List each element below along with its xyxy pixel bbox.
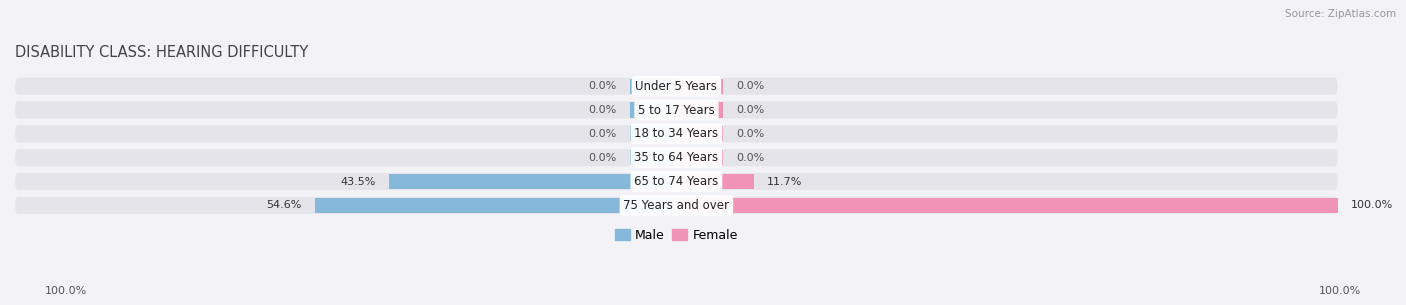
Text: 54.6%: 54.6% (267, 200, 302, 210)
Text: 0.0%: 0.0% (735, 105, 765, 115)
Bar (676, 126, 723, 142)
Text: Under 5 Years: Under 5 Years (636, 80, 717, 93)
FancyBboxPatch shape (15, 102, 1339, 119)
Bar (676, 174, 754, 189)
FancyBboxPatch shape (15, 173, 1339, 190)
Text: 65 to 74 Years: 65 to 74 Years (634, 175, 718, 188)
Bar (676, 198, 1339, 213)
Bar (388, 174, 676, 189)
Text: 100.0%: 100.0% (45, 286, 87, 296)
Text: 5 to 17 Years: 5 to 17 Years (638, 103, 714, 117)
Text: 0.0%: 0.0% (589, 129, 617, 139)
Bar (630, 79, 676, 94)
Bar (630, 150, 676, 165)
Text: 0.0%: 0.0% (589, 81, 617, 91)
Text: 35 to 64 Years: 35 to 64 Years (634, 151, 718, 164)
Text: 75 Years and over: 75 Years and over (623, 199, 730, 212)
Bar (676, 150, 723, 165)
Text: 0.0%: 0.0% (589, 153, 617, 163)
Bar (676, 102, 723, 117)
Text: 0.0%: 0.0% (735, 81, 765, 91)
Text: 100.0%: 100.0% (1319, 286, 1361, 296)
Text: 0.0%: 0.0% (589, 105, 617, 115)
FancyBboxPatch shape (15, 125, 1339, 142)
FancyBboxPatch shape (15, 149, 1339, 166)
FancyBboxPatch shape (15, 77, 1339, 95)
Text: 0.0%: 0.0% (735, 153, 765, 163)
Bar (630, 126, 676, 142)
Legend: Male, Female: Male, Female (610, 224, 742, 247)
Bar (630, 102, 676, 117)
Bar (676, 79, 723, 94)
Bar (315, 198, 676, 213)
Text: Source: ZipAtlas.com: Source: ZipAtlas.com (1285, 9, 1396, 19)
Text: 11.7%: 11.7% (768, 177, 803, 187)
Text: DISABILITY CLASS: HEARING DIFFICULTY: DISABILITY CLASS: HEARING DIFFICULTY (15, 45, 308, 60)
Text: 100.0%: 100.0% (1351, 200, 1393, 210)
Text: 0.0%: 0.0% (735, 129, 765, 139)
Text: 43.5%: 43.5% (340, 177, 375, 187)
FancyBboxPatch shape (15, 197, 1339, 214)
Text: 18 to 34 Years: 18 to 34 Years (634, 127, 718, 140)
